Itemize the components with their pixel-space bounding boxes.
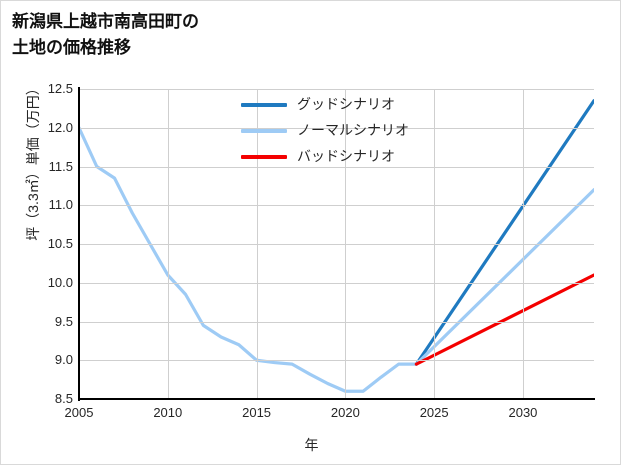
y-axis-title: 坪（3.3㎡）単価（万円） bbox=[25, 81, 41, 241]
legend-label: ノーマルシナリオ bbox=[297, 122, 409, 138]
legend-label: グッドシナリオ bbox=[297, 96, 395, 112]
y-axis-tick-label: 10.0 bbox=[47, 274, 73, 290]
x-axis-tick-label: 2020 bbox=[330, 405, 360, 420]
legend-item[interactable]: グッドシナリオ bbox=[241, 93, 481, 119]
gridline-vertical bbox=[257, 89, 258, 399]
legend-color-swatch bbox=[241, 103, 287, 107]
gridline-vertical bbox=[168, 89, 169, 399]
gridline-horizontal bbox=[79, 167, 594, 168]
x-axis-tick-label: 2025 bbox=[419, 405, 449, 420]
series-line bbox=[414, 273, 594, 366]
legend-label: バッドシナリオ bbox=[297, 148, 395, 164]
chart-legend: グッドシナリオ ノーマルシナリオ バッドシナリオ bbox=[241, 93, 481, 171]
x-axis-tick-label: 2005 bbox=[64, 405, 94, 420]
x-axis-tick-label: 2010 bbox=[153, 405, 183, 420]
y-axis-tick-label: 8.5 bbox=[54, 391, 73, 406]
y-axis-tick-label: 12.0 bbox=[47, 119, 73, 135]
y-axis-tick-label: 12.5 bbox=[47, 81, 73, 96]
legend-item[interactable]: バッドシナリオ bbox=[241, 145, 481, 171]
legend-color-swatch bbox=[241, 129, 287, 133]
gridline-vertical bbox=[523, 89, 524, 399]
gridline-vertical bbox=[434, 89, 435, 399]
series-line bbox=[414, 188, 594, 366]
gridline-vertical bbox=[345, 89, 346, 399]
x-axis-line bbox=[78, 398, 595, 400]
x-axis-title-text: 年 bbox=[304, 437, 319, 453]
x-axis-tick-label: 2015 bbox=[242, 405, 272, 420]
y-axis-line bbox=[78, 87, 80, 401]
gridline-horizontal bbox=[79, 89, 594, 90]
gridline-horizontal bbox=[79, 205, 594, 206]
y-axis-tick-label: 11.5 bbox=[48, 158, 73, 174]
y-axis-tick-label: 10.5 bbox=[47, 236, 73, 251]
series-lines bbox=[79, 99, 594, 393]
gridline-horizontal bbox=[79, 128, 594, 129]
y-axis-tick-label: 11.0 bbox=[48, 197, 73, 213]
gridline-horizontal bbox=[79, 360, 594, 361]
series-line bbox=[414, 99, 594, 366]
gridline-horizontal bbox=[79, 322, 594, 323]
legend-item[interactable]: ノーマルシナリオ bbox=[241, 119, 481, 145]
chart-title: 新潟県上越市南高田町の 土地の価格推移 bbox=[12, 12, 199, 57]
gridline-horizontal bbox=[79, 283, 594, 284]
x-axis-title: 年 bbox=[1, 435, 621, 455]
y-axis-tick-label: 9.5 bbox=[54, 313, 73, 329]
x-axis-tick-label: 2030 bbox=[508, 405, 538, 420]
legend-color-swatch bbox=[241, 155, 287, 159]
series-line bbox=[79, 126, 419, 393]
gridline-horizontal bbox=[79, 244, 594, 245]
plot-area bbox=[79, 89, 594, 400]
y-axis-tick-label: 9.0 bbox=[54, 352, 73, 368]
